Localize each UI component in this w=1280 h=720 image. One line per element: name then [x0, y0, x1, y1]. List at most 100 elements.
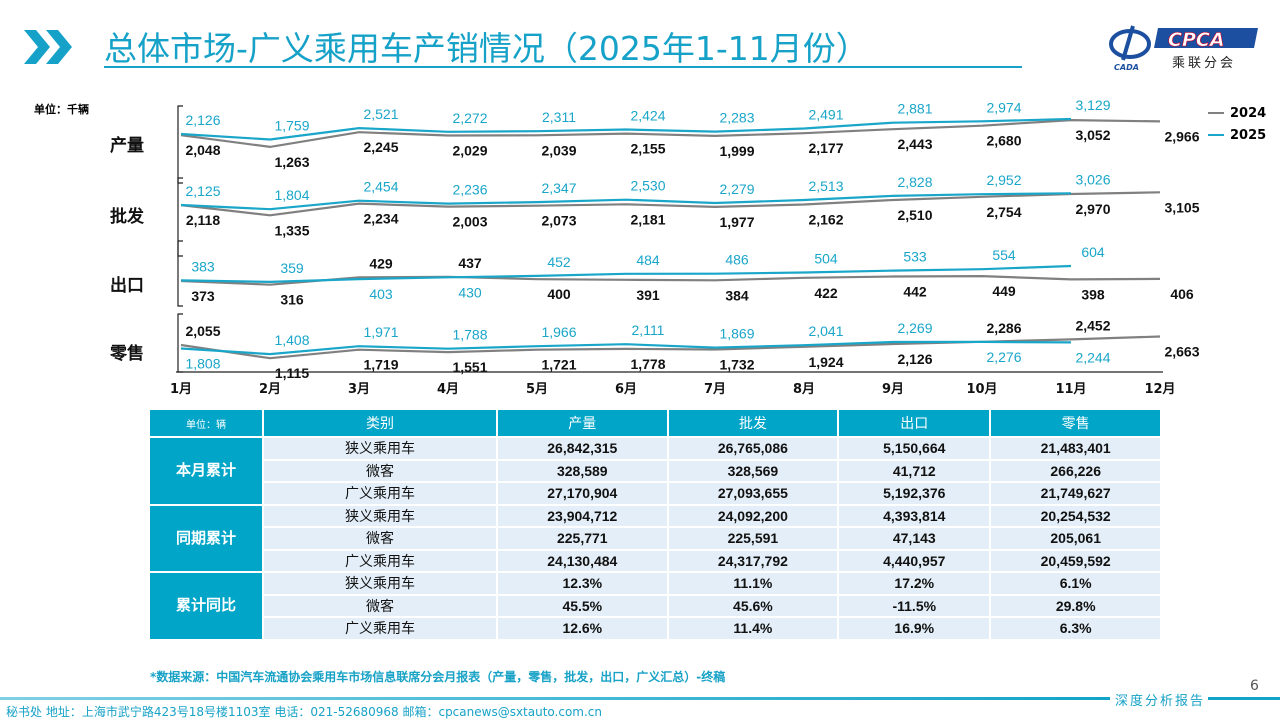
- data-label-2025: 504: [814, 250, 838, 266]
- data-label-2024: 1,778: [630, 356, 665, 372]
- table-row: 同期累计 狭义乘用车 23,904,712 24,092,200 4,393,814 20…: [148, 503, 1162, 573]
- x-tick-label: 10月: [966, 382, 997, 397]
- data-label-2025: 430: [458, 284, 482, 300]
- data-label-2024: 2,055: [185, 323, 220, 339]
- cpca-logo: CADA CPCA 乘联分会: [1108, 22, 1258, 72]
- series-line-2025: [180, 117, 1072, 141]
- data-label-2024: 2,155: [630, 141, 665, 157]
- value-cell: 6.3%: [989, 616, 1162, 641]
- x-tick-label: 2月: [259, 382, 281, 397]
- data-label-2025: 2,126: [185, 112, 220, 128]
- data-label-2025: 2,125: [185, 183, 220, 199]
- x-tick-label: 5月: [526, 382, 548, 397]
- table-row: 微客 225,771 225,591 47,143 205,061: [149, 526, 1162, 551]
- data-label-2024: 1,551: [452, 359, 487, 375]
- category-cell: 微客: [262, 526, 498, 551]
- data-label-2024: 442: [903, 284, 927, 300]
- value-cell: 16.9%: [837, 616, 992, 641]
- data-label-2025: 2,454: [363, 179, 398, 195]
- legend-item-2025: 2025: [1208, 124, 1266, 146]
- data-label-2025: 2,311: [542, 109, 576, 125]
- data-label-2025: 2,974: [986, 99, 1021, 115]
- data-label-2025: 2,279: [719, 181, 754, 197]
- panel-label-wholesale: 批发: [110, 207, 144, 227]
- data-label-2025: 2,952: [986, 172, 1021, 188]
- data-label-2024: 1,115: [275, 365, 309, 381]
- series-line-2025: [180, 340, 1072, 356]
- data-label-2024: 1,999: [719, 143, 754, 159]
- col-header: 零售: [989, 408, 1162, 438]
- data-label-2024: 2,245: [363, 139, 398, 155]
- data-label-2024: 2,162: [808, 212, 843, 228]
- col-header: 出口: [837, 408, 992, 438]
- data-label-2025: 383: [191, 258, 215, 274]
- panel-bracket: [177, 240, 183, 307]
- value-cell: 45.5%: [496, 593, 669, 618]
- table-row: 广义乘用车 12.6% 11.4% 16.9% 6.3%: [149, 616, 1162, 641]
- table-row: 微客 45.5% 45.6% -11.5% 29.8%: [149, 593, 1162, 618]
- data-label-2025: 1,759: [274, 118, 309, 134]
- data-label-2025: 2,236: [452, 182, 487, 198]
- data-label-2024: 2,663: [1164, 343, 1199, 359]
- data-label-2025: 2,276: [986, 349, 1021, 365]
- data-label-2024: 1,719: [363, 357, 398, 373]
- category-cell: 广义乘用车: [262, 616, 498, 641]
- title-underline: [104, 66, 1022, 68]
- col-header: 类别: [262, 408, 498, 438]
- table-row: 广义乘用车 27,170,904 27,093,655 5,192,376 21,749…: [149, 481, 1162, 506]
- x-tick-label: 12月: [1144, 382, 1175, 397]
- panel-label-export: 出口: [110, 276, 144, 296]
- series-line-2024: [180, 191, 1161, 217]
- legend-swatch: [1208, 134, 1224, 136]
- data-label-2024: 400: [547, 286, 571, 302]
- value-cell: 225,771: [496, 526, 669, 551]
- data-label-2024: 2,443: [897, 136, 932, 152]
- value-cell: 11.4%: [666, 616, 840, 641]
- data-label-2024: 422: [814, 285, 838, 301]
- value-cell: 24,092,200: [666, 503, 840, 528]
- category-cell: 狭义乘用车: [262, 436, 498, 461]
- data-label-2024: 1,924: [808, 354, 843, 370]
- table-row: 微客 328,589 328,569 41,712 266,226: [149, 458, 1162, 483]
- value-cell: -11.5%: [837, 593, 992, 618]
- x-tick-label: 9月: [882, 382, 904, 397]
- row-group-label: 累计同比: [148, 571, 264, 641]
- value-cell: 47,143: [837, 526, 992, 551]
- data-label-2024: 1,732: [719, 357, 754, 373]
- value-cell: 12.3%: [496, 571, 669, 596]
- data-label-2024: 2,177: [808, 140, 843, 156]
- x-tick-label: 7月: [704, 382, 726, 397]
- data-label-2025: 452: [547, 254, 571, 270]
- row-group-label: 本月累计: [148, 436, 264, 506]
- value-cell: 45.6%: [666, 593, 840, 618]
- data-label-2025: 3,129: [1075, 97, 1110, 113]
- data-label-2025: 1,966: [541, 324, 576, 340]
- table-unit: 单位：辆: [148, 408, 264, 438]
- chart-unit: 单位：千辆: [34, 103, 89, 116]
- footer-divider: [1208, 697, 1280, 700]
- data-label-2025: 486: [725, 252, 749, 268]
- data-label-2025: 1,804: [274, 187, 309, 203]
- value-cell: 5,192,376: [837, 481, 992, 506]
- data-label-2024: 2,181: [630, 211, 665, 227]
- data-label-2024: 2,970: [1075, 201, 1110, 217]
- data-label-2024: 429: [369, 255, 393, 271]
- data-label-2025: 2,041: [808, 323, 843, 339]
- table-row: 累计同比 狭义乘用车 12.3% 11.1% 17.2% 6.1%: [148, 571, 1162, 641]
- data-label-2024: 391: [636, 287, 660, 303]
- value-cell: 4,440,957: [837, 548, 992, 573]
- data-label-2024: 2,286: [986, 320, 1021, 336]
- category-cell: 狭义乘用车: [262, 503, 498, 528]
- data-label-2024: 2,039: [541, 142, 576, 158]
- data-label-2024: 1,263: [274, 154, 309, 170]
- value-cell: 29.8%: [989, 593, 1162, 618]
- chevron-double-icon: [24, 30, 72, 64]
- data-label-2025: 554: [992, 247, 1016, 263]
- panel-bracket: [177, 177, 183, 257]
- value-cell: 225,591: [666, 526, 840, 551]
- data-label-2024: 2,118: [186, 212, 220, 228]
- data-label-2025: 2,269: [897, 320, 932, 336]
- data-source-note: *数据来源：中国汽车流通协会乘用车市场信息联席分会月报表（产量，零售，批发，出口…: [150, 670, 726, 684]
- table-header-row: 单位：辆 类别 产量 批发 出口 零售: [148, 408, 1162, 438]
- value-cell: 266,226: [989, 458, 1162, 483]
